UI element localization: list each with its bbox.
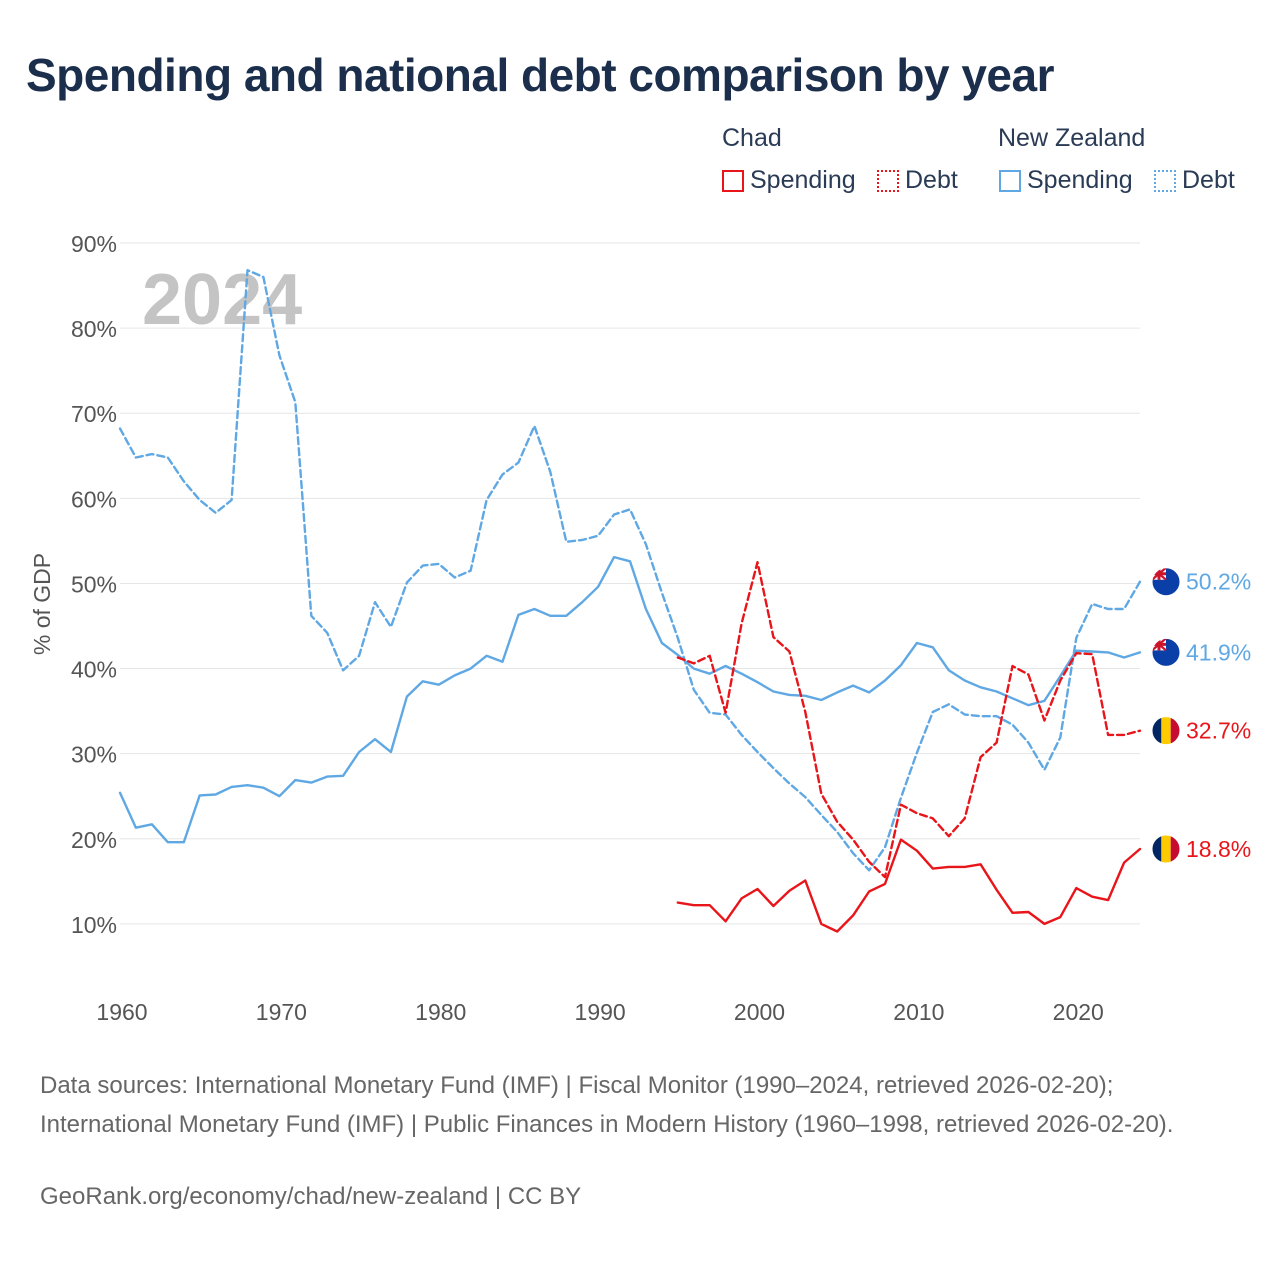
end-marker-chad-spending — [1151, 834, 1181, 864]
end-marker-chad-debt — [1151, 716, 1181, 746]
chad-flag-icon — [1152, 834, 1180, 863]
data-sources: Data sources: International Monetary Fun… — [40, 1072, 1174, 1138]
x-tick-label: 2020 — [1053, 999, 1104, 1025]
legend-label-nz-spending: Spending — [1027, 166, 1133, 194]
x-tick-label: 2010 — [893, 999, 944, 1025]
legend-swatch-chad-spending — [722, 169, 744, 192]
legend-chad-debt[interactable]: Debt — [877, 166, 958, 195]
y-tick-label: 40% — [71, 657, 117, 683]
legend-nz-debt[interactable]: Debt — [1154, 166, 1235, 195]
legend-label-nz-debt: Debt — [1182, 166, 1235, 194]
series-new-zealand-debt[interactable] — [118, 269, 1142, 872]
legend-group-chad: Chad — [722, 124, 782, 152]
credit-link[interactable]: GeoRank.org/economy/chad/new-zealand | C… — [40, 1183, 582, 1210]
legend-group-new-zealand: New Zealand — [998, 124, 1146, 152]
series-chad-spending[interactable] — [676, 838, 1142, 933]
x-tick-label: 1990 — [575, 999, 626, 1025]
y-tick-label: 20% — [71, 827, 117, 853]
legend-swatch-nz-debt — [1154, 169, 1176, 192]
legend-nz-spending[interactable]: Spending — [999, 166, 1133, 195]
end-label-new-zealand-spending: 41.9% — [1186, 639, 1251, 665]
y-tick-label: 60% — [71, 486, 117, 512]
chad-flag-icon — [1152, 716, 1180, 745]
chart-title: Spending and national debt comparison by… — [26, 49, 1055, 101]
x-tick-label: 1970 — [256, 999, 307, 1025]
legend-swatch-chad-debt — [877, 169, 899, 192]
end-label-chad-debt: 32.7% — [1186, 718, 1251, 744]
y-tick-label: 50% — [71, 571, 117, 597]
y-tick-label: 90% — [71, 231, 117, 257]
y-tick-label: 80% — [71, 316, 117, 342]
y-axis-title: % of GDP — [29, 553, 55, 655]
x-tick-label: 1980 — [415, 999, 466, 1025]
line-chart: 2024 % of GDP 10% 20% 30% 40% 50% 60% 70% 80% 90… — [29, 231, 1251, 1025]
end-label-new-zealand-debt: 50.2% — [1186, 569, 1251, 595]
series-new-zealand-spending[interactable] — [118, 555, 1142, 844]
legend-label-chad-spending: Spending — [750, 166, 856, 194]
legend-chad-spending[interactable]: Spending — [722, 166, 856, 195]
end-marker-new-zealand-debt — [1151, 567, 1181, 597]
x-tick-label: 2000 — [734, 999, 785, 1025]
x-tick-label: 1960 — [96, 999, 147, 1025]
y-tick-label: 10% — [71, 912, 117, 938]
y-tick-label: 70% — [71, 401, 117, 427]
y-tick-label: 30% — [71, 742, 117, 768]
series-chad-debt[interactable] — [676, 561, 1142, 879]
year-watermark: 2024 — [142, 260, 302, 340]
end-marker-new-zealand-spending — [1151, 637, 1181, 667]
legend-label-chad-debt: Debt — [905, 166, 958, 194]
legend-swatch-nz-spending — [999, 169, 1021, 192]
end-label-chad-spending: 18.8% — [1186, 836, 1251, 862]
